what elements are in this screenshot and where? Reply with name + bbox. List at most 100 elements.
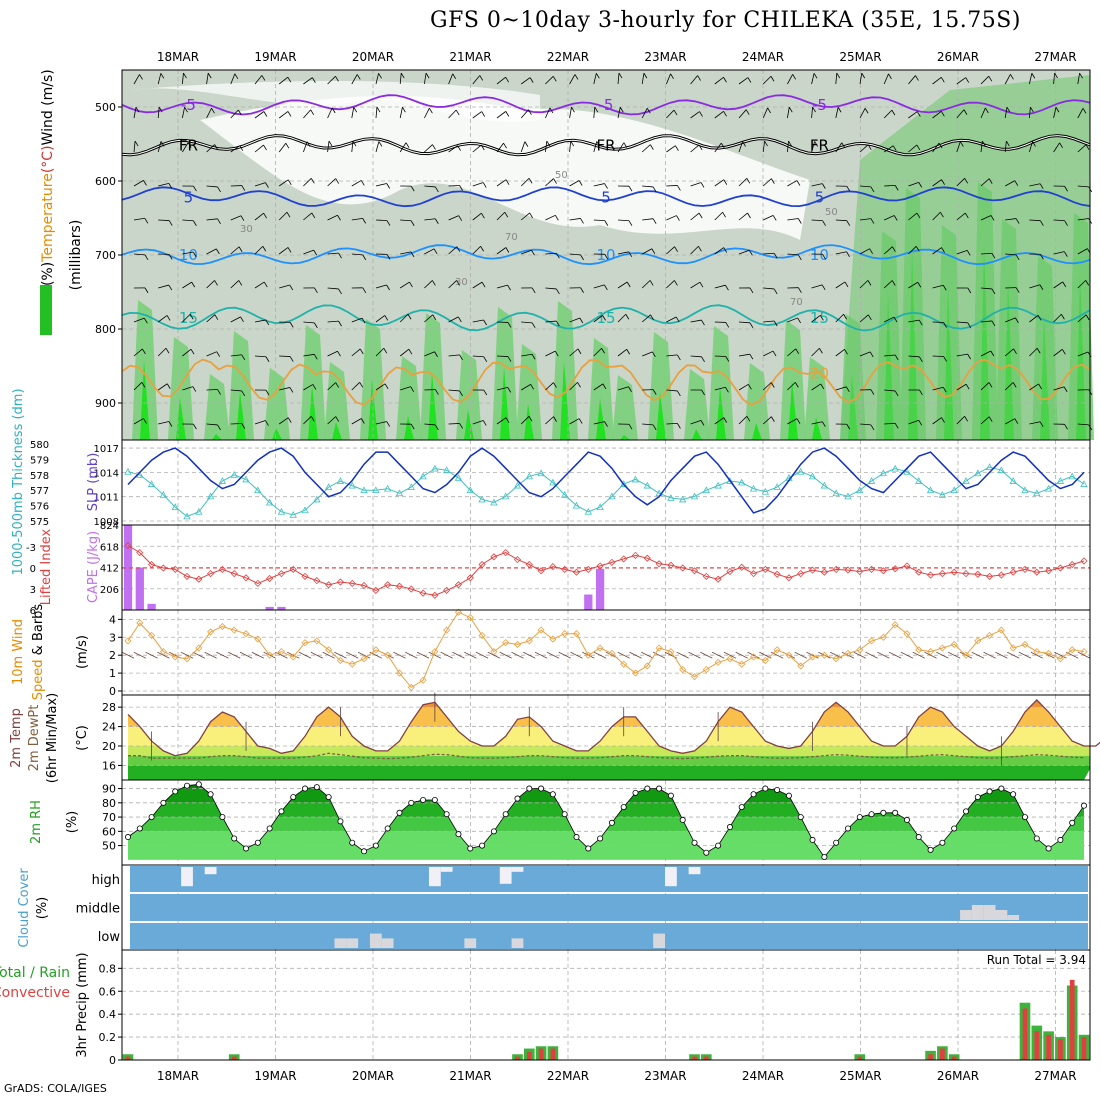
- wind-barb: [642, 248, 653, 255]
- wind-barb: [313, 249, 318, 256]
- wind-barb: [289, 356, 294, 362]
- wind-barb: [811, 107, 813, 119]
- wind-barb: [265, 356, 270, 362]
- rh-marker: [420, 796, 427, 803]
- wind-barb: [859, 351, 871, 357]
- wind-barb: [303, 321, 315, 324]
- cape-bar: [584, 594, 593, 610]
- wind-speed-marker: [537, 626, 545, 634]
- wind-speed-marker: [832, 655, 840, 663]
- chart-title: GFS 0~10day 3-hourly for CHILEKA (35E, 1…: [430, 8, 1021, 33]
- axis-label-part: 2m Temp: [9, 708, 24, 768]
- wind-barb: [714, 179, 725, 187]
- wind-barb: [496, 417, 507, 425]
- wind-barb: [942, 387, 947, 393]
- surface-wind-barb: [475, 651, 489, 659]
- wind-barb: [932, 247, 942, 255]
- wind-barb: [265, 319, 270, 326]
- wind-barb: [797, 317, 801, 324]
- thickness-marker: [301, 506, 309, 514]
- wind-barb: [798, 287, 802, 293]
- wind-barb: [278, 111, 289, 119]
- rh-moist-area: [396, 356, 422, 440]
- wind-barb: [1006, 106, 1011, 113]
- wind-barb: [183, 72, 187, 79]
- surface-wind-barb: [145, 651, 158, 659]
- wind-barb: [458, 215, 463, 221]
- wind-barb: [214, 280, 218, 286]
- isotherm-label: 5: [601, 188, 611, 206]
- wind-barb: [891, 109, 896, 116]
- rh-marker: [278, 808, 285, 815]
- pressure-tick-label: 900: [95, 397, 116, 410]
- wind-barb: [553, 416, 557, 422]
- thickness-marker: [773, 483, 781, 491]
- wind-barb: [714, 142, 722, 153]
- rh-marker: [880, 809, 887, 816]
- wind-barb: [1030, 106, 1034, 113]
- wind-barb: [496, 355, 509, 357]
- wind-barb: [192, 251, 197, 258]
- rh-marker: [1069, 819, 1076, 826]
- wind-barb: [617, 313, 627, 323]
- lifted-index-marker: [159, 564, 167, 572]
- wind-barb: [980, 350, 991, 357]
- temperature-tick-label: 28: [102, 701, 116, 714]
- rh-saturated-area: [692, 429, 702, 440]
- wind-barb: [617, 251, 629, 255]
- rh-marker: [597, 835, 604, 842]
- wind-barb: [985, 107, 989, 114]
- wind-barb: [578, 180, 583, 186]
- wind-barb: [745, 109, 750, 115]
- wind-speed-marker: [997, 626, 1005, 634]
- wind-barb: [432, 314, 437, 320]
- thickness-marker: [147, 480, 156, 487]
- rh-contour-label: 30: [240, 224, 253, 235]
- wind-barb: [859, 144, 869, 153]
- wind-barb: [505, 179, 510, 185]
- axis-label-part: Speed: [31, 659, 46, 700]
- wind-barb: [617, 281, 628, 289]
- wind-barb: [846, 251, 850, 257]
- wind-barb: [619, 107, 624, 113]
- date-label-bottom: 19MAR: [254, 1069, 296, 1083]
- wind-barb: [787, 253, 799, 256]
- rh-moist-area: [840, 75, 1090, 440]
- lifted-index-marker: [549, 563, 557, 571]
- wind-speed-marker: [785, 651, 793, 659]
- wind-speed-marker: [643, 662, 651, 670]
- rh-contour-label: 70: [790, 297, 803, 308]
- rh-marker: [762, 785, 769, 792]
- wind-barb: [749, 322, 754, 329]
- wind-barb: [846, 424, 851, 430]
- wind-speed-marker: [761, 656, 769, 665]
- wind-barb: [472, 212, 482, 221]
- rh-marker: [939, 839, 946, 846]
- wind-barb: [386, 284, 390, 291]
- wind-barb: [483, 389, 488, 396]
- wind-barb: [690, 144, 700, 153]
- wind-barb: [932, 284, 944, 289]
- thickness-marker: [596, 503, 604, 511]
- surface-wind-barb: [298, 651, 312, 659]
- wind-barb: [360, 180, 365, 186]
- wind-barb: [230, 246, 240, 255]
- rh-marker: [821, 854, 828, 861]
- wind-barb: [959, 141, 964, 147]
- wind-barb: [844, 349, 848, 355]
- wind-barb: [278, 247, 289, 255]
- precip-convective-bar: [703, 1056, 709, 1060]
- wind-barb: [531, 249, 535, 256]
- lifted-index-marker: [643, 554, 651, 562]
- wind-barb: [254, 75, 263, 85]
- rh-marker: [302, 785, 309, 792]
- wind-barb: [1040, 254, 1044, 260]
- wind-barb: [814, 141, 818, 147]
- wind-speed-marker: [879, 633, 887, 641]
- wind-barb: [676, 215, 680, 221]
- wind-barb: [254, 182, 266, 187]
- wind-barb: [1029, 383, 1039, 391]
- temperature-unit-label: (°C): [75, 725, 90, 751]
- wind-barb: [1085, 144, 1090, 150]
- precip-convective-bar: [515, 1056, 520, 1060]
